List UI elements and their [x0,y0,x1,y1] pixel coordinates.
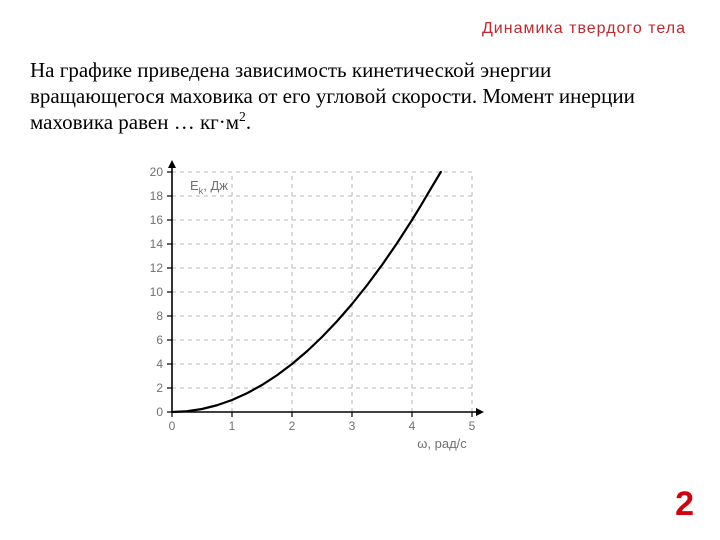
answer-value: 2 [675,485,694,524]
svg-text:2: 2 [156,381,163,395]
svg-text:16: 16 [150,213,164,227]
svg-text:2: 2 [289,419,296,433]
svg-text:3: 3 [349,419,356,433]
svg-text:6: 6 [156,333,163,347]
svg-text:1: 1 [229,419,236,433]
svg-text:12: 12 [150,261,164,275]
problem-text-tail: . [246,110,251,134]
svg-text:18: 18 [150,189,164,203]
svg-text:5: 5 [469,419,476,433]
physics-slide: Динамика твердого тела На графике привед… [0,0,720,540]
problem-sup: 2 [239,109,246,124]
svg-text:ω, рад/с: ω, рад/с [417,436,467,451]
svg-text:10: 10 [150,285,164,299]
chart-container: 01234502468101214161820Ek, Джω, рад/с [120,158,500,458]
kinetic-energy-chart: 01234502468101214161820Ek, Джω, рад/с [120,158,500,458]
section-title: Динамика твердого тела [482,20,686,38]
svg-text:20: 20 [150,165,164,179]
problem-text-main: На графике приведена зависимость кинетич… [30,58,635,134]
svg-text:4: 4 [156,357,163,371]
svg-text:14: 14 [150,237,164,251]
svg-text:8: 8 [156,309,163,323]
problem-statement: На графике приведена зависимость кинетич… [30,58,686,136]
svg-text:0: 0 [169,419,176,433]
svg-text:4: 4 [409,419,416,433]
svg-text:0: 0 [156,405,163,419]
